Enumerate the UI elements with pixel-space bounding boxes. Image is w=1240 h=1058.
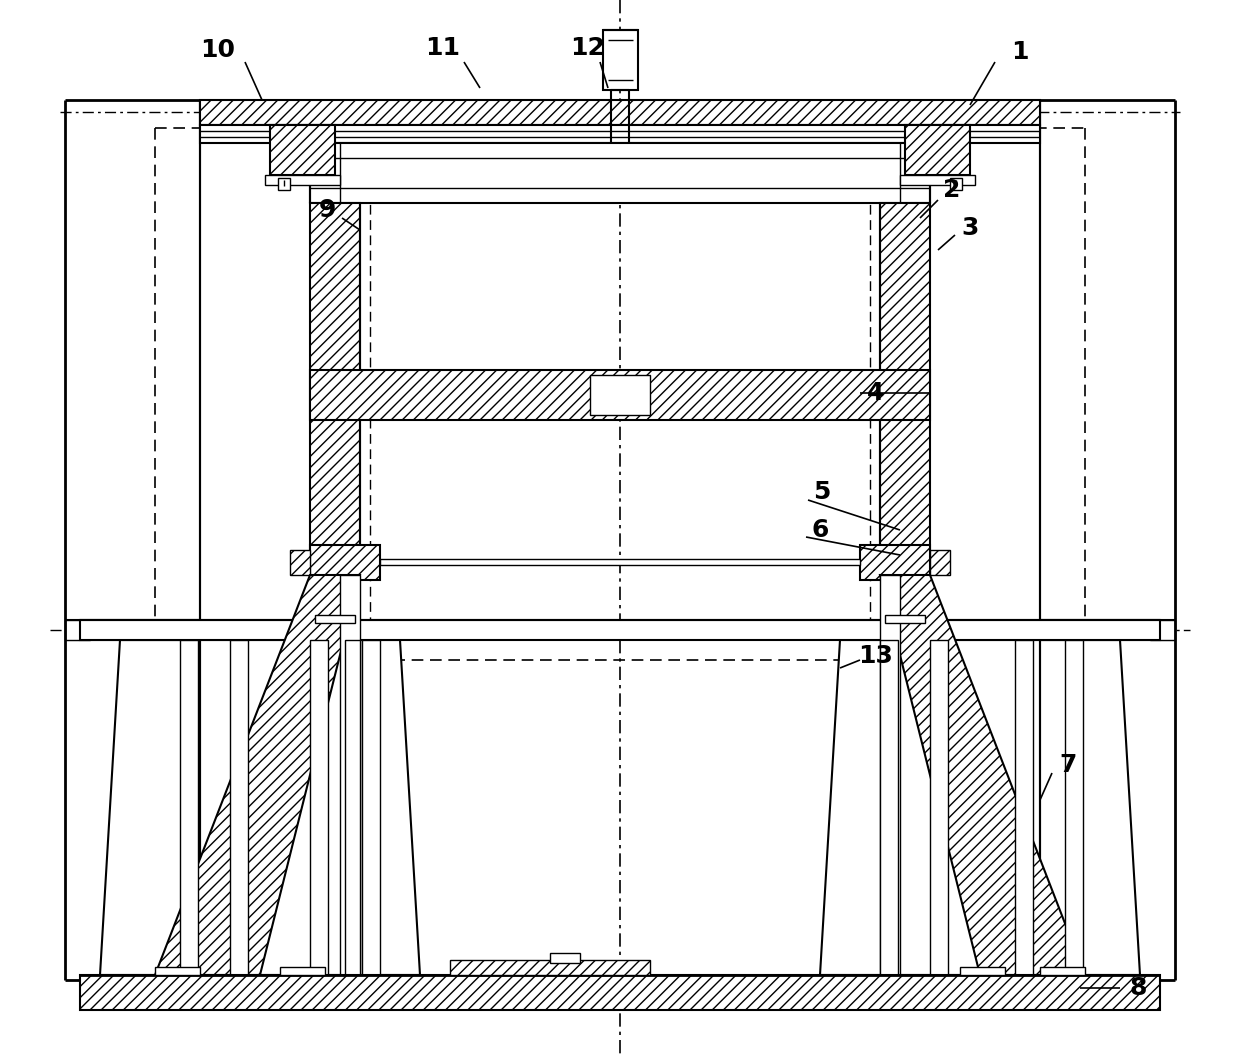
Bar (1065, 640, 1083, 975)
Bar (345, 640, 360, 975)
Text: 5: 5 (813, 480, 831, 504)
Text: 9: 9 (319, 198, 336, 222)
Bar (450, 960, 650, 975)
Bar (290, 550, 310, 574)
Text: 11: 11 (425, 36, 460, 60)
Bar (265, 175, 340, 185)
Bar (885, 615, 925, 623)
Bar (310, 640, 329, 975)
Polygon shape (155, 574, 360, 975)
Polygon shape (880, 574, 1085, 975)
Bar (861, 545, 930, 580)
Text: 4: 4 (867, 381, 884, 405)
Bar (310, 203, 360, 574)
Text: 8: 8 (1130, 975, 1147, 1000)
Bar (880, 574, 900, 975)
Bar (379, 559, 861, 565)
Bar (310, 545, 379, 580)
Bar (590, 375, 650, 415)
Bar (1040, 967, 1085, 975)
Bar (340, 574, 360, 975)
Bar (278, 178, 290, 190)
Bar (81, 975, 1159, 1010)
Bar (200, 125, 1040, 143)
Text: 10: 10 (201, 38, 236, 62)
Bar (900, 175, 975, 185)
Bar (603, 30, 639, 90)
Bar (180, 640, 198, 975)
Text: 12: 12 (570, 36, 605, 60)
Bar (950, 178, 962, 190)
Bar (1149, 620, 1176, 640)
Polygon shape (820, 640, 1140, 975)
Text: 6: 6 (811, 518, 828, 542)
Bar (551, 953, 580, 963)
Bar (81, 620, 1159, 640)
Bar (1016, 640, 1033, 975)
Text: 7: 7 (1059, 753, 1076, 777)
Bar (930, 640, 949, 975)
Bar (880, 640, 898, 975)
Text: 13: 13 (858, 644, 894, 668)
Bar (905, 125, 970, 175)
Bar (280, 967, 325, 975)
Bar (315, 615, 355, 623)
Bar (362, 640, 379, 975)
Bar (155, 967, 200, 975)
Text: 1: 1 (1012, 40, 1029, 63)
Bar (200, 101, 1040, 125)
Bar (270, 125, 335, 175)
Bar (880, 203, 930, 574)
Bar (960, 967, 1004, 975)
Bar (310, 370, 930, 420)
Text: 2: 2 (944, 178, 961, 202)
Bar (930, 550, 950, 574)
Bar (310, 143, 930, 203)
Bar (229, 640, 248, 975)
Polygon shape (100, 640, 420, 975)
Bar (64, 620, 91, 640)
Text: 3: 3 (961, 216, 978, 240)
